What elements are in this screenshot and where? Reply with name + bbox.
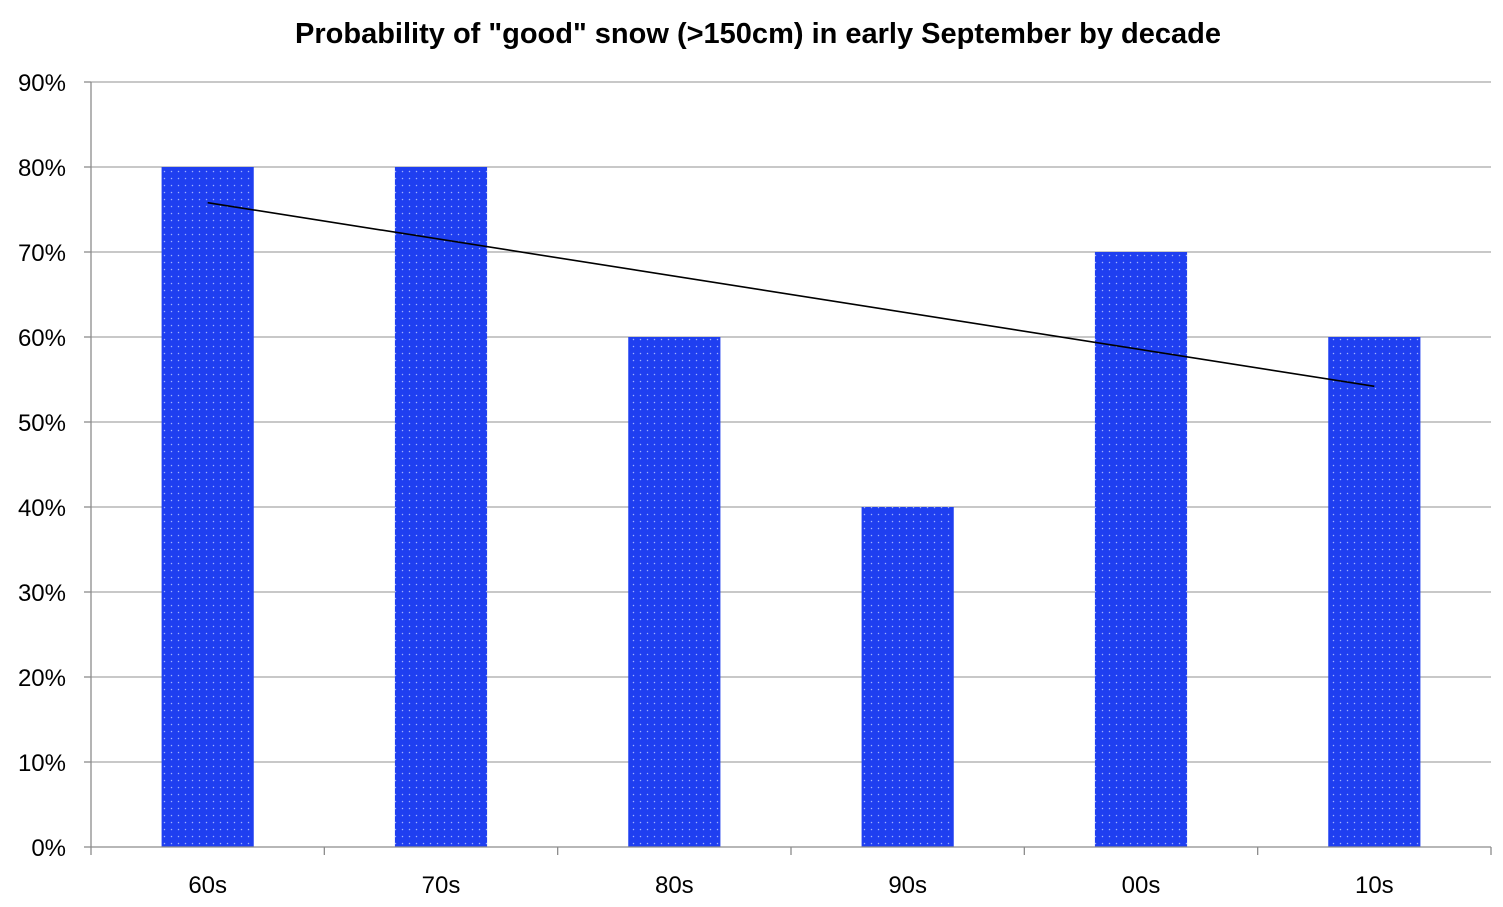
y-tick-label: 40% [18,495,66,522]
bars [161,167,1421,847]
bar-60s [161,167,254,847]
chart-title: Probability of "good" snow (>150cm) in e… [295,18,1221,50]
axes [84,81,1492,855]
bar-90s [861,507,954,847]
trendline-group [207,201,1375,388]
x-tick-label: 10s [1355,872,1394,899]
bar-00s [1094,252,1188,847]
x-tick-label: 70s [422,872,461,899]
trendline [207,201,1375,388]
bar-70s [394,167,488,847]
y-tick-label: 70% [18,240,66,267]
y-tick-label: 10% [18,750,66,777]
y-tick-label: 30% [18,580,66,607]
y-tick-label: 0% [31,835,66,862]
x-tick-label: 90s [888,872,927,899]
tick-labels: 0% 10% 20% 30% 40% 50% 60% 70% 80% 90% 60s 70s 80s 90… [18,70,1394,899]
y-tick-label: 90% [18,70,66,97]
bar-80s [628,337,721,847]
x-tick-label: 00s [1122,872,1161,899]
gridlines [91,81,1491,763]
y-tick-label: 60% [18,325,66,352]
bar-10s [1328,337,1421,847]
y-tick-label: 80% [18,155,66,182]
x-tick-label: 60s [188,872,227,899]
x-tick-label: 80s [655,872,694,899]
y-tick-label: 50% [18,410,66,437]
y-tick-label: 20% [18,665,66,692]
